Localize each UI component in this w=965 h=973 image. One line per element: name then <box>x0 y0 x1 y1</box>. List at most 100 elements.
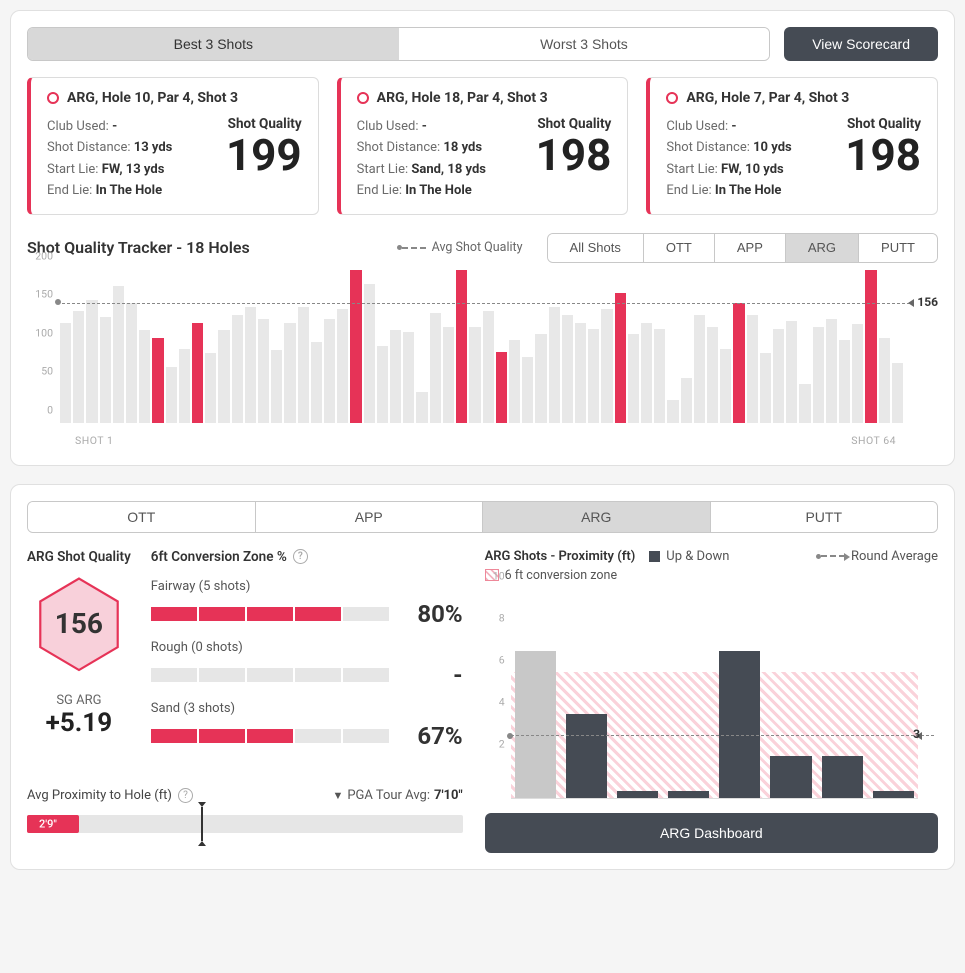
tracker-tab-allshots[interactable]: All Shots <box>548 234 643 262</box>
tracker-bar <box>430 313 441 422</box>
tracker-tab-putt[interactable]: PUTT <box>858 234 937 262</box>
top-bar: Best 3 Shots Worst 3 Shots View Scorecar… <box>27 27 938 61</box>
tracker-bar <box>628 334 639 423</box>
tracker-bar <box>509 340 520 423</box>
tracker-bar <box>258 319 269 423</box>
view-scorecard-button[interactable]: View Scorecard <box>784 27 938 61</box>
bottom-tab-arg[interactable]: ARG <box>482 502 710 532</box>
arg-sq-label: ARG Shot Quality <box>27 549 131 565</box>
bottom-tab-app[interactable]: APP <box>255 502 483 532</box>
tracker-bar <box>549 307 560 423</box>
legend-updown: Up & Down <box>649 549 729 564</box>
tracker-bar <box>298 307 309 423</box>
bottom-grid: ARG Shot Quality 156 SG ARG +5.19 6ft Co… <box>27 549 938 853</box>
tracker-bar <box>865 270 876 423</box>
prox-chart-title: ARG Shots - Proximity (ft) <box>485 549 636 564</box>
tracker-bar <box>126 303 137 422</box>
tracker-bar <box>562 315 573 423</box>
tracker-bar <box>483 311 494 423</box>
tracker-bar <box>773 329 784 423</box>
bottom-tab-ott[interactable]: OTT <box>28 502 255 532</box>
tracker-bar <box>707 327 718 423</box>
tracker-bar <box>311 342 322 423</box>
legend-conversion-zone: 6 ft conversion zone <box>485 568 938 583</box>
avg-proximity-section: Avg Proximity to Hole (ft) ? ▼ PGA Tour … <box>27 788 463 835</box>
ring-icon <box>357 92 369 104</box>
help-icon[interactable]: ? <box>178 788 193 803</box>
proximity-bar <box>617 791 658 797</box>
legend-avg-label: Avg Shot Quality <box>432 240 523 255</box>
tracker-bar <box>681 378 692 423</box>
proximity-bar <box>719 651 760 797</box>
tracker-tab-ott[interactable]: OTT <box>643 234 714 262</box>
tracker-bar <box>271 350 282 423</box>
shot-cards: ARG, Hole 10, Par 4, Shot 3 Club Used: -… <box>27 77 938 215</box>
tracker-bar <box>284 323 295 423</box>
bottom-tabs: OTTAPPARGPUTT <box>27 501 938 533</box>
conversion-item-label: Rough (0 shots) <box>151 640 463 655</box>
tracker-bar <box>879 338 890 423</box>
tracker-bar <box>152 338 163 423</box>
conversion-item: Fairway (5 shots) 80% <box>151 579 463 628</box>
avg-prox-value: 2'9" <box>39 817 57 830</box>
tracker-tab-app[interactable]: APP <box>714 234 785 262</box>
conversion-item-label: Fairway (5 shots) <box>151 579 463 594</box>
tracker-title: Shot Quality Tracker - 18 Holes <box>27 238 250 257</box>
conversion-zone-label: 6ft Conversion Zone % <box>151 549 287 565</box>
tracker-bars <box>59 269 904 423</box>
best-worst-segment: Best 3 Shots Worst 3 Shots <box>27 27 770 61</box>
shot-meta: Club Used: - Shot Distance: 13 yds Start… <box>47 116 172 202</box>
tracker-bar <box>522 357 533 422</box>
tracker-bar <box>377 346 388 423</box>
tracker-x-left: SHOT 1 <box>75 434 113 447</box>
tracker-bar <box>694 315 705 423</box>
shot-card-title: ARG, Hole 7, Par 4, Shot 3 <box>686 90 849 106</box>
tracker-bar <box>720 349 731 423</box>
proximity-bar <box>566 714 607 798</box>
proximity-bar <box>668 791 709 797</box>
shot-card: ARG, Hole 10, Par 4, Shot 3 Club Used: -… <box>27 77 319 215</box>
tracker-bar <box>496 352 507 423</box>
conversion-pct: 80% <box>409 600 463 628</box>
tracker-bar <box>747 315 758 423</box>
bottom-tab-putt[interactable]: PUTT <box>710 502 938 532</box>
tracker-filter-tabs: All ShotsOTTAPPARGPUTT <box>547 233 938 263</box>
pga-avg-label: ▼ PGA Tour Avg: 7'10" <box>332 788 462 803</box>
hexagon-score: 156 <box>35 575 123 673</box>
tracker-y-axis: 050100150200 <box>27 269 57 423</box>
tracker-bar <box>892 363 903 423</box>
conversion-column: 6ft Conversion Zone % ? Fairway (5 shots… <box>151 549 463 762</box>
tracker-bar <box>641 323 652 423</box>
shot-quality-value: 199 <box>226 132 302 178</box>
shot-card-title: ARG, Hole 18, Par 4, Shot 3 <box>377 90 548 106</box>
shot-card: ARG, Hole 7, Par 4, Shot 3 Club Used: - … <box>646 77 938 215</box>
tracker-bar <box>443 327 454 423</box>
legend-avg-quality: Avg Shot Quality <box>402 240 523 255</box>
sg-value: +5.19 <box>46 708 112 738</box>
pga-marker-icon <box>201 807 203 841</box>
prox-y-axis: 246810 <box>485 589 509 799</box>
conversion-segment-bar <box>151 607 389 621</box>
shot-quality-value: 198 <box>845 132 921 178</box>
tracker-bar <box>839 340 850 423</box>
tracker-bar <box>588 329 599 423</box>
worst-shots-tab[interactable]: Worst 3 Shots <box>399 28 770 60</box>
square-icon <box>649 551 660 562</box>
tracker-bar <box>179 349 190 423</box>
tracker-tab-arg[interactable]: ARG <box>785 234 858 262</box>
help-icon[interactable]: ? <box>293 549 308 564</box>
tracker-bar <box>337 309 348 423</box>
tracker-bar <box>113 286 124 423</box>
shot-meta: Club Used: - Shot Distance: 18 yds Start… <box>357 116 486 202</box>
tracker-bar <box>390 330 401 422</box>
dash-icon <box>821 555 845 557</box>
proximity-bar <box>822 756 863 798</box>
tracker-bar <box>826 319 837 423</box>
tracker-bar <box>416 392 427 423</box>
arg-dashboard-button[interactable]: ARG Dashboard <box>485 813 938 853</box>
bottom-right: ARG Shots - Proximity (ft) Up & Down Rou… <box>485 549 938 853</box>
legend-round-avg: Round Average <box>821 549 938 564</box>
proximity-bar <box>515 651 556 797</box>
best-shots-tab[interactable]: Best 3 Shots <box>28 28 399 60</box>
shot-meta: Club Used: - Shot Distance: 10 yds Start… <box>666 116 791 202</box>
